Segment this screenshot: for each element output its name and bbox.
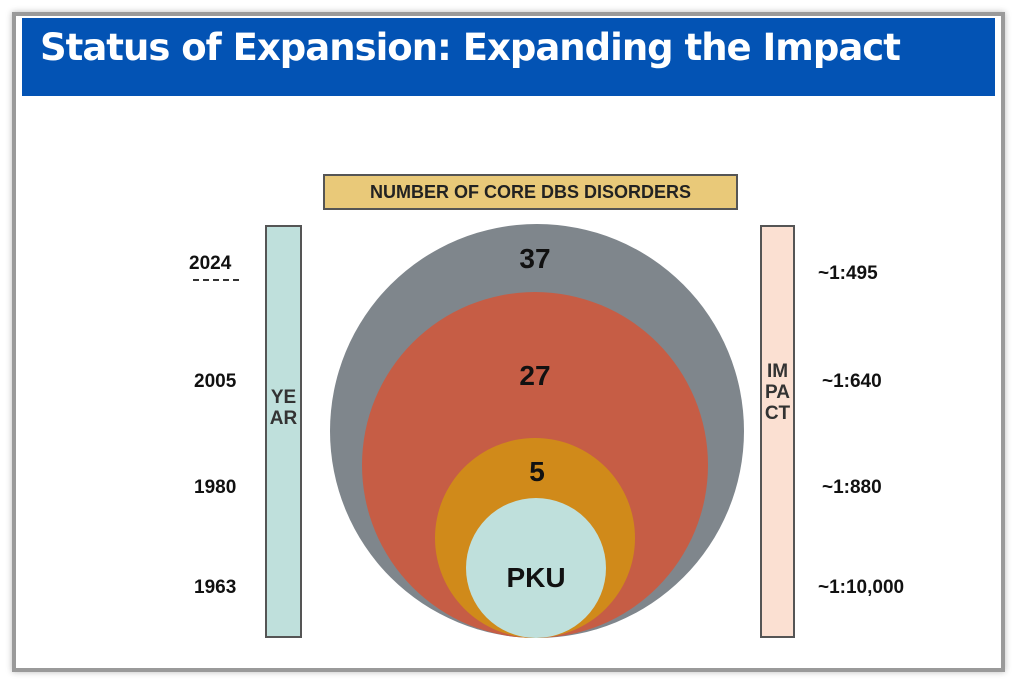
year-1980: 1980 xyxy=(194,477,237,498)
impact-2024: ~1:495 xyxy=(818,263,878,284)
year-1963: 1963 xyxy=(194,577,237,598)
slide-title: Status of Expansion: Expanding the Impac… xyxy=(40,26,901,69)
impact-axis-bar: IMPACT xyxy=(760,225,795,638)
impact-axis-label: IMPACT xyxy=(764,361,791,424)
impact-1980: ~1:880 xyxy=(822,477,882,498)
year-axis-bar: YEAR xyxy=(265,225,302,638)
count-2005: 27 xyxy=(519,360,550,391)
slide-header: Status of Expansion: Expanding the Impac… xyxy=(22,18,995,96)
dashed-marker xyxy=(193,279,239,281)
impact-1963: ~1:10,000 xyxy=(818,577,905,598)
year-2024: 2024 xyxy=(189,253,232,274)
year-2005: 2005 xyxy=(194,371,237,392)
count-1963: PKU xyxy=(506,562,565,593)
year-axis-label: YEAR xyxy=(269,387,298,429)
circle-1963 xyxy=(466,498,606,638)
impact-2005: ~1:640 xyxy=(822,371,882,392)
core-disorders-label: NUMBER OF CORE DBS DISORDERS xyxy=(323,174,738,210)
count-1980: 5 xyxy=(529,456,545,487)
count-2024: 37 xyxy=(519,243,550,274)
